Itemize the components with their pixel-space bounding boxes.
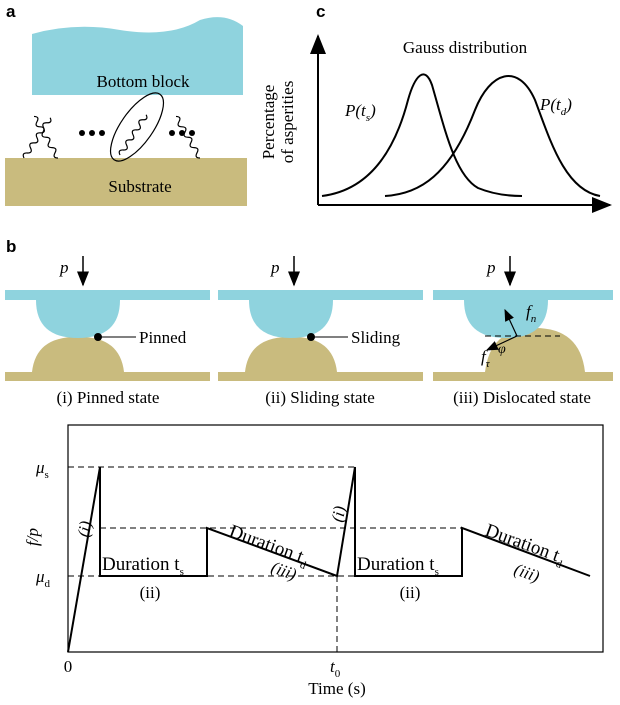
text-part: Duration t [357, 554, 435, 575]
y-label: Percentage [259, 85, 278, 160]
x-label: Time (s) [308, 679, 365, 698]
t0-label: t0 [330, 657, 341, 680]
duration-label: Duration ts [357, 554, 439, 578]
point-label: Sliding [351, 328, 401, 347]
asperity-top [249, 300, 333, 338]
curve-s-label: P(ts) [344, 101, 376, 124]
dots [79, 130, 195, 136]
substrate [433, 372, 613, 381]
panel-label: a [6, 2, 16, 21]
block [5, 290, 210, 300]
force-label: p [270, 258, 280, 277]
duration-label: Duration ts [102, 554, 184, 578]
text-part: μ [35, 567, 45, 586]
substrate [5, 372, 210, 381]
text-part: Duration t [482, 520, 563, 567]
text-part: n [531, 313, 537, 325]
text-part: d [45, 578, 51, 590]
point-label: Pinned [139, 328, 187, 347]
caption: (i) Pinned state [57, 388, 160, 407]
substrate [218, 372, 423, 381]
phase-label: (ii) [400, 583, 421, 602]
text-part: s [180, 566, 184, 578]
origin-label: 0 [64, 657, 73, 676]
text-part: s [435, 566, 439, 578]
block-label: Bottom block [96, 72, 190, 91]
springs [22, 85, 202, 169]
curve-d-label: P(td) [539, 95, 572, 118]
caption: (iii) Dislocated state [453, 388, 591, 407]
text-part: s [45, 469, 49, 481]
block [433, 290, 613, 300]
force-label: p [486, 258, 496, 277]
mu-s: μs [35, 458, 49, 481]
panel-label: b [6, 237, 16, 256]
angle-label: φ [498, 342, 506, 357]
y-label: of asperities [278, 81, 297, 164]
panel-label: c [316, 2, 325, 21]
block [218, 290, 423, 300]
phase-label: (i) [74, 519, 96, 538]
force-label: p [59, 258, 69, 277]
asperity-bottom [32, 337, 124, 372]
text-part: μ [35, 458, 45, 477]
phase-label: (i) [328, 504, 350, 523]
text-part: Duration t [102, 554, 180, 575]
title: Gauss distribution [403, 38, 528, 57]
text-part: P(t [539, 95, 562, 114]
text-part: ) [369, 101, 376, 120]
asperity-top [36, 300, 120, 338]
tangent-label: fτ [481, 347, 491, 370]
caption: (ii) Sliding state [265, 388, 375, 407]
text-part: P(t [344, 101, 367, 120]
curve-s [322, 74, 522, 196]
text-part: ) [565, 95, 572, 114]
substrate-label: Substrate [108, 177, 171, 196]
figure: a Bottom block Substrate c Gauss distrib… [0, 0, 620, 705]
phase-label: (ii) [140, 583, 161, 602]
mu-d: μd [35, 567, 51, 590]
y-label: f/p [23, 528, 42, 546]
phase-label: (iii) [512, 560, 543, 587]
asperity-bottom [245, 337, 337, 372]
curve-d [385, 76, 600, 196]
duration-label: Duration td [225, 521, 312, 572]
